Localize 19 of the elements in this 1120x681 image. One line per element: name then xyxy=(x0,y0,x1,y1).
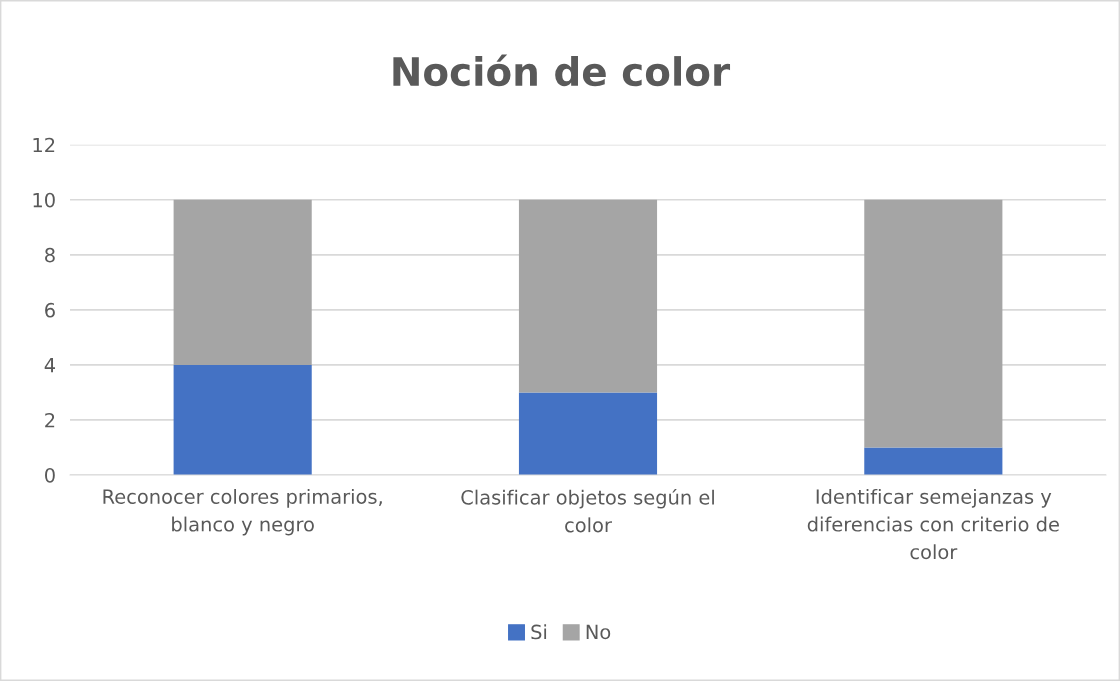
y-tick-label: 8 xyxy=(45,247,55,263)
legend-label: Si xyxy=(531,624,547,640)
bar xyxy=(518,392,658,475)
x-tick-label: Reconocer colores primarios, blanco y negro xyxy=(103,488,382,536)
bar xyxy=(864,447,1003,475)
y-tick-label: 10 xyxy=(33,192,55,208)
bar xyxy=(173,199,312,365)
bar xyxy=(518,199,658,393)
bar xyxy=(864,199,1003,448)
y-tick-label: 12 xyxy=(33,137,55,153)
legend-label: No xyxy=(586,624,611,640)
y-tick-label: 0 xyxy=(45,467,55,483)
bar xyxy=(173,364,312,475)
y-tick-label: 6 xyxy=(45,302,55,318)
y-tick-label: 2 xyxy=(45,412,55,428)
x-tick-label: Clasificar objetos según el color xyxy=(461,488,714,533)
y-tick-label: 4 xyxy=(44,358,56,373)
x-tick-label: Identificar semejanzas y diferencias con criterio de color xyxy=(807,488,1059,560)
chart-title: Noción de color xyxy=(393,54,731,87)
